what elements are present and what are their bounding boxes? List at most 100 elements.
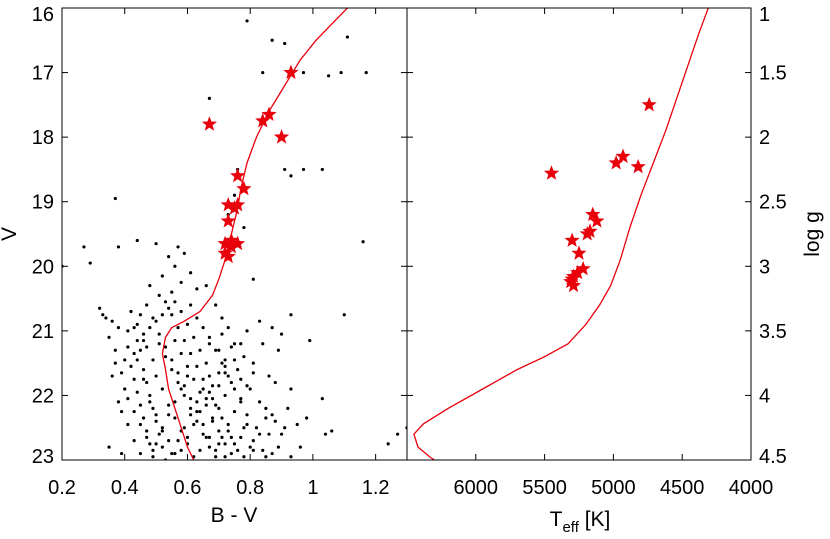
cmd-point-192 (226, 429, 230, 433)
cmd-point-143 (126, 345, 130, 349)
cmd-star-1 (261, 106, 277, 122)
cmd-point-266 (116, 400, 121, 404)
cmd-point-64 (248, 445, 252, 449)
cmd-point-58 (254, 426, 259, 430)
cmd-point-79 (135, 322, 139, 326)
kiel-x-tick-label-1: 5500 (522, 477, 567, 499)
cmd-point-178 (295, 422, 299, 427)
cmd-point-53 (386, 442, 390, 446)
cmd-point-54 (395, 432, 400, 436)
cmd-star-5 (230, 167, 246, 183)
cmd-point-33 (204, 284, 208, 288)
cmd-point-165 (198, 390, 202, 394)
cmd-point-209 (154, 413, 158, 417)
kiel-x-label-main: T (550, 508, 563, 531)
cmd-y-tick-label-6: 22 (32, 385, 54, 407)
cmd-point-59 (270, 413, 274, 417)
cmd-point-268 (107, 335, 111, 339)
cmd-point-227 (154, 442, 158, 446)
cmd-point-219 (217, 371, 221, 375)
cmd-point-150 (151, 448, 155, 452)
cmd-point-49 (289, 387, 293, 391)
cmd-point-89 (170, 451, 174, 456)
cmd-point-236 (207, 435, 212, 439)
cmd-point-171 (236, 448, 240, 452)
cmd-point-28 (251, 277, 255, 281)
cmd-x-tick-label-3: 0.8 (236, 477, 264, 499)
cmd-point-220 (223, 358, 227, 362)
cmd-star-15 (217, 245, 233, 260)
cmd-point-105 (148, 326, 152, 330)
cmd-point-113 (141, 416, 146, 420)
cmd-x-tick-label-4: 1 (307, 477, 318, 499)
cmd-point-226 (160, 429, 164, 433)
cmd-point-218 (210, 384, 215, 388)
cmd-point-204 (151, 316, 155, 320)
kiel-star-15 (563, 273, 579, 289)
cmd-point-60 (264, 416, 268, 420)
cmd-point-248 (214, 348, 218, 352)
cmd-point-210 (160, 426, 164, 430)
cmd-point-151 (167, 403, 171, 407)
cmd-point-65 (223, 455, 227, 459)
kiel-frame (406, 7, 752, 461)
kiel-stars-group (543, 96, 657, 293)
cmd-point-91 (182, 426, 186, 430)
cmd-model-line-group (161, 8, 348, 460)
cmd-point-224 (173, 400, 177, 404)
cmd-point-200 (239, 342, 243, 346)
kiel-ticks-group: 6000 5500 5000 4500 4000 1 1.5 2 2.5 3 3.5 4 4.5 (407, 4, 787, 499)
cmd-point-233 (188, 397, 193, 401)
cmd-point-9 (326, 74, 331, 78)
cmd-point-184 (176, 326, 180, 330)
cmd-point-128 (217, 406, 221, 410)
cmd-point-142 (132, 326, 136, 330)
cmd-point-35 (170, 290, 174, 294)
cmd-point-123 (195, 419, 199, 423)
cmd-point-47 (273, 380, 277, 385)
cmd-point-140 (145, 345, 149, 349)
cmd-point-37 (179, 280, 183, 285)
cmd-point-127 (210, 419, 215, 423)
cmd-star-6 (236, 180, 252, 196)
cmd-point-18 (242, 225, 246, 230)
cmd-point-42 (220, 332, 224, 336)
cmd-point-86 (157, 432, 161, 436)
cmd-point-152 (173, 416, 177, 420)
cmd-point-251 (232, 387, 237, 391)
cmd-point-198 (239, 377, 243, 381)
cmd-y-tick-label-2: 18 (32, 127, 54, 149)
cmd-point-223 (179, 387, 183, 391)
cmd-point-121 (182, 393, 186, 398)
kiel-y-tick-label-1: 1.5 (759, 63, 787, 85)
kiel-star-1 (615, 148, 631, 163)
cmd-point-1 (345, 35, 350, 39)
cmd-point-8 (207, 96, 212, 100)
cmd-point-240 (232, 409, 237, 414)
cmd-point-22 (88, 261, 92, 265)
cmd-star-3 (201, 116, 218, 131)
kiel-model-line-group (413, 8, 709, 460)
kiel-x-label-unit: [K] (579, 508, 611, 531)
cmd-point-230 (170, 358, 174, 362)
cmd-y-tick-label-4: 20 (32, 256, 54, 278)
cmd-point-172 (242, 455, 246, 459)
cmd-point-139 (151, 358, 155, 362)
cmd-point-234 (195, 409, 199, 414)
cmd-point-32 (160, 274, 164, 278)
kiel-y-tick-label-5: 3.5 (759, 321, 787, 343)
cmd-star-13 (230, 235, 246, 251)
kiel-star-9 (564, 232, 580, 247)
cmd-point-189 (207, 390, 212, 394)
cmd-point-145 (119, 371, 124, 375)
cmd-point-147 (132, 409, 136, 414)
cmd-point-148 (138, 422, 143, 427)
cmd-point-244 (201, 326, 205, 330)
cmd-point-108 (132, 351, 136, 356)
cmd-point-5 (301, 70, 306, 75)
cmd-point-68 (107, 445, 111, 449)
cmd-point-81 (141, 368, 146, 372)
cmd-point-63 (242, 426, 246, 430)
cmd-point-27 (361, 240, 365, 244)
